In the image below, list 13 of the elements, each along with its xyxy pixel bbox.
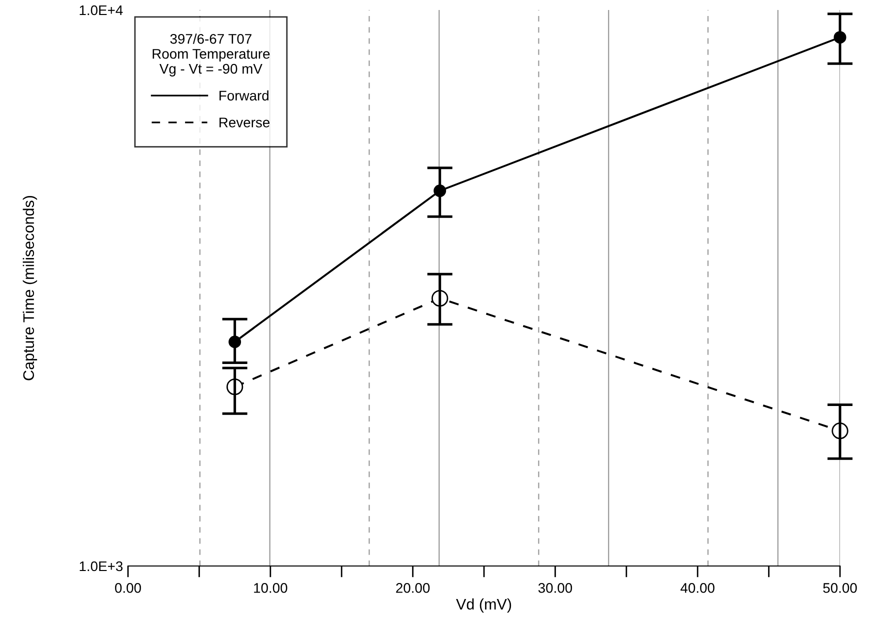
legend-title: 397/6-67 T07 Room Temperature Vg - Vt = -90 mV <box>152 34 270 76</box>
x-tick-label: 0.00 <box>115 583 141 593</box>
x-tick-label: 40.00 <box>680 583 714 593</box>
x-tick-label: 50.00 <box>823 583 857 593</box>
y-tick-label: 1.0E+3 <box>80 561 123 572</box>
x-tick-label: 10.00 <box>254 583 288 593</box>
x-tick-label: 20.00 <box>396 583 430 593</box>
legend-label: Reverse <box>220 118 270 128</box>
y-axis-title: Capture Time (miliseconds) <box>22 196 38 380</box>
x-tick-label: 30.00 <box>538 583 572 593</box>
x-axis-title: Vd (mV) <box>456 598 512 613</box>
legend-label: Forward <box>220 90 268 101</box>
y-tick-label: 1.0E+4 <box>80 5 123 16</box>
